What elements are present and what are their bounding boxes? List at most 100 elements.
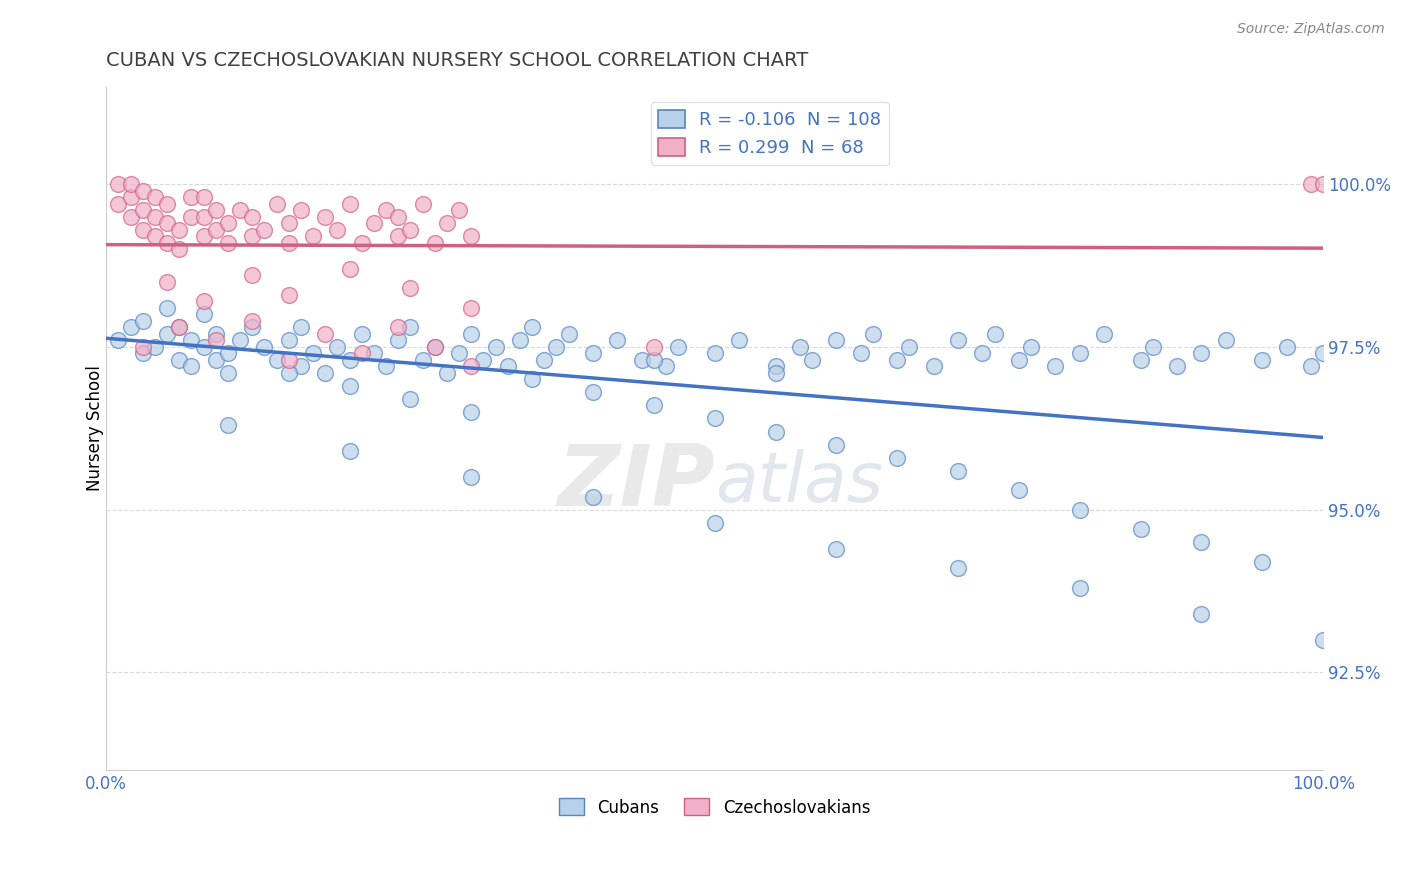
Point bbox=[204, 334, 226, 348]
Point bbox=[180, 190, 202, 204]
Point bbox=[217, 346, 239, 360]
Point bbox=[302, 229, 325, 244]
Point bbox=[120, 210, 142, 224]
Point bbox=[849, 346, 872, 360]
Point bbox=[350, 326, 373, 341]
Point bbox=[217, 417, 239, 432]
Point bbox=[533, 352, 555, 367]
Point bbox=[204, 203, 226, 218]
Point bbox=[630, 352, 652, 367]
Point bbox=[1008, 352, 1031, 367]
Point bbox=[582, 490, 605, 504]
Point bbox=[862, 326, 884, 341]
Point bbox=[350, 235, 373, 250]
Point bbox=[143, 190, 166, 204]
Point bbox=[765, 366, 787, 380]
Point bbox=[496, 359, 519, 374]
Point bbox=[825, 334, 848, 348]
Point bbox=[156, 301, 179, 315]
Point bbox=[520, 320, 543, 334]
Point bbox=[266, 196, 288, 211]
Point bbox=[1215, 334, 1237, 348]
Point bbox=[703, 516, 725, 530]
Point bbox=[582, 385, 605, 400]
Point bbox=[240, 320, 263, 334]
Point bbox=[167, 320, 190, 334]
Point bbox=[922, 359, 945, 374]
Point bbox=[1069, 581, 1091, 595]
Text: Source: ZipAtlas.com: Source: ZipAtlas.com bbox=[1237, 22, 1385, 37]
Y-axis label: Nursery School: Nursery School bbox=[86, 366, 104, 491]
Point bbox=[1299, 177, 1322, 191]
Point bbox=[120, 190, 142, 204]
Point bbox=[946, 334, 969, 348]
Legend: Cubans, Czechoslovakians: Cubans, Czechoslovakians bbox=[553, 792, 877, 823]
Point bbox=[1142, 340, 1164, 354]
Point bbox=[290, 359, 312, 374]
Point bbox=[204, 352, 226, 367]
Point bbox=[167, 242, 190, 256]
Point bbox=[143, 229, 166, 244]
Point bbox=[423, 340, 446, 354]
Point bbox=[886, 450, 908, 465]
Point bbox=[326, 340, 349, 354]
Point bbox=[339, 444, 361, 458]
Point bbox=[643, 399, 665, 413]
Point bbox=[204, 223, 226, 237]
Point bbox=[156, 216, 179, 230]
Point bbox=[217, 366, 239, 380]
Point bbox=[204, 326, 226, 341]
Point bbox=[972, 346, 994, 360]
Point bbox=[520, 372, 543, 386]
Point bbox=[107, 196, 129, 211]
Point bbox=[253, 223, 276, 237]
Point bbox=[1251, 555, 1274, 569]
Point bbox=[387, 320, 409, 334]
Point bbox=[107, 177, 129, 191]
Point bbox=[193, 229, 215, 244]
Text: CUBAN VS CZECHOSLOVAKIAN NURSERY SCHOOL CORRELATION CHART: CUBAN VS CZECHOSLOVAKIAN NURSERY SCHOOL … bbox=[107, 51, 808, 70]
Point bbox=[240, 229, 263, 244]
Point bbox=[436, 216, 458, 230]
Point bbox=[120, 177, 142, 191]
Point bbox=[460, 470, 482, 484]
Point bbox=[1312, 346, 1334, 360]
Point bbox=[946, 464, 969, 478]
Point bbox=[132, 314, 155, 328]
Point bbox=[946, 561, 969, 575]
Point bbox=[643, 352, 665, 367]
Point bbox=[765, 359, 787, 374]
Point bbox=[825, 437, 848, 451]
Point bbox=[132, 340, 155, 354]
Point bbox=[107, 334, 129, 348]
Point bbox=[132, 223, 155, 237]
Point bbox=[801, 352, 824, 367]
Point bbox=[485, 340, 508, 354]
Point bbox=[167, 223, 190, 237]
Point bbox=[1129, 352, 1152, 367]
Point bbox=[1166, 359, 1188, 374]
Point bbox=[1129, 522, 1152, 536]
Point bbox=[326, 223, 349, 237]
Point bbox=[180, 210, 202, 224]
Point bbox=[217, 235, 239, 250]
Point bbox=[898, 340, 921, 354]
Point bbox=[449, 346, 471, 360]
Point bbox=[193, 294, 215, 309]
Point bbox=[132, 203, 155, 218]
Point bbox=[290, 320, 312, 334]
Point bbox=[132, 346, 155, 360]
Point bbox=[277, 288, 299, 302]
Point bbox=[339, 352, 361, 367]
Point bbox=[240, 268, 263, 283]
Point bbox=[509, 334, 531, 348]
Point bbox=[423, 340, 446, 354]
Point bbox=[339, 379, 361, 393]
Point bbox=[156, 275, 179, 289]
Point bbox=[666, 340, 689, 354]
Point bbox=[290, 203, 312, 218]
Point bbox=[1299, 359, 1322, 374]
Point bbox=[728, 334, 751, 348]
Point bbox=[1312, 177, 1334, 191]
Point bbox=[1008, 483, 1031, 497]
